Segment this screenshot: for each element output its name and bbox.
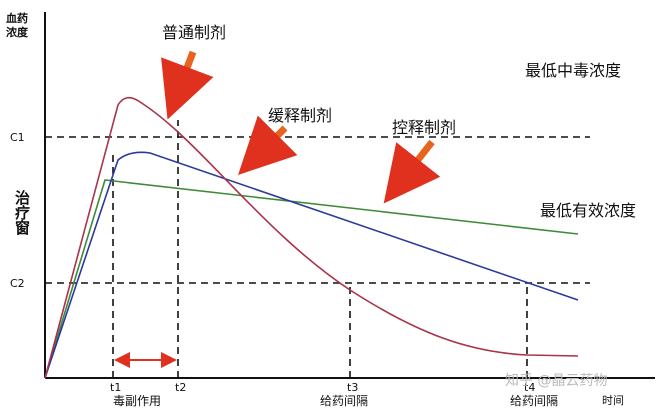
annotation: 给药间隔 <box>320 394 368 408</box>
arrow <box>161 50 214 120</box>
y-label: 血药 <box>6 11 28 25</box>
watermark: 知乎 @晶云药物 <box>505 372 607 389</box>
window-label: 治疗窗 <box>13 189 31 236</box>
curve-label: 缓释制剂 <box>268 106 332 125</box>
x-label: 时间 <box>602 394 624 407</box>
t-label: t2 <box>175 381 186 394</box>
c1-label: C1 <box>10 131 25 144</box>
t-label: t3 <box>347 381 358 394</box>
annotation: 最低有效浓度 <box>540 201 636 220</box>
controlled-curve <box>44 179 579 379</box>
sustained-curve <box>44 151 579 379</box>
c2-label: C2 <box>10 277 25 290</box>
t-label: t4 <box>524 381 535 394</box>
curve-label: 普通制剂 <box>162 23 226 42</box>
annotation: 毒副作用 <box>113 394 161 408</box>
t-label: t1 <box>110 381 121 394</box>
normal-curve <box>44 96 579 379</box>
curve-label: 控释制剂 <box>392 118 456 137</box>
arrow <box>238 115 298 175</box>
annotation: 最低中毒浓度 <box>525 61 621 80</box>
y-label: 浓度 <box>6 25 29 39</box>
annotation: 给药间隔 <box>510 394 558 408</box>
arrow <box>383 139 441 204</box>
